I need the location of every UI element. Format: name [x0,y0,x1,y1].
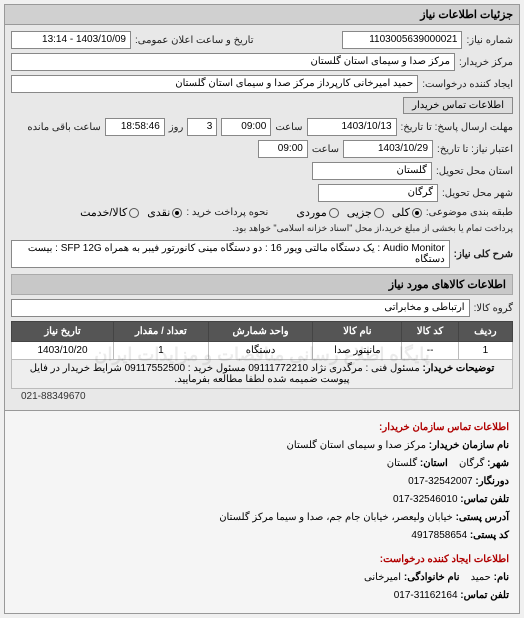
goods-section-title: اطلاعات کالاهای مورد نیاز [11,274,513,295]
label-goods-group: گروه کالا: [474,303,513,314]
field-buyer-center: مرکز صدا و سیمای استان گلستان [11,53,455,71]
field-summary: Audio Monitor : یک دستگاه مالتی ویور 16 … [11,240,450,268]
form-body: شماره نیاز: 1103005639000021 تاریخ و ساع… [5,25,519,410]
goods-table: ردیف کد کالا نام کالا واحد شمارش تعداد /… [11,321,513,389]
th-3: واحد شمارش [208,322,313,342]
contact-button[interactable]: اطلاعات تماس خریدار [403,97,513,114]
radio-pack-2[interactable]: موردی [296,206,338,219]
details-panel: جزئیات اطلاعات نیاز شماره نیاز: 11030056… [4,4,520,614]
lbl-family: نام خانوادگی: [404,572,460,583]
label-buyer-note: توضیحات خریدار: [422,363,494,374]
val-name: حمید [471,572,491,583]
radio-pay-1[interactable]: کالا/خدمت [80,206,139,219]
label-summary: شرح کلی نیاز: [454,249,513,260]
label-validity: اعتبار نیاز: تا تاریخ: [437,144,513,155]
th-2: نام کالا [313,322,402,342]
field-req-no: 1103005639000021 [342,31,462,49]
buyer-note-cell: توضیحات خریدار: مسئول فنی : مرگدری نژاد … [12,360,513,389]
val-address: خیابان ولیعصر، خیابان جام جم، صدا و سیما… [219,512,453,523]
radio-icon [329,208,339,218]
td-0: 1 [458,342,512,360]
lbl-postcode: کد پستی: [470,530,509,541]
label-deadline-time: ساعت [275,122,302,133]
lbl-phone: تلفن تماس: [460,494,509,505]
label-deliver-province: استان محل تحویل: [436,166,513,177]
label-day: روز [169,122,184,133]
label-pay-type: نحوه پرداخت خرید : [186,207,268,218]
val-postcode: 4917858654 [411,530,467,541]
label-remaining: ساعت باقی مانده [27,122,100,133]
radio-pay-0[interactable]: نقدی [147,206,182,219]
label-deadline: مهلت ارسال پاسخ: تا تاریخ: [401,122,513,133]
field-province: گلستان [312,162,432,180]
table-row: 1 -- مانیتور صدا دستگاه 1 1403/10/20 [12,342,513,360]
radio-pack-1[interactable]: جزیی [347,206,384,219]
field-req-creator: حمید امیرخانی کارپرداز مرکز صدا و سیمای … [11,75,418,93]
panel-title: جزئیات اطلاعات نیاز [5,5,519,25]
label-deliver-city: شهر محل تحویل: [442,188,513,199]
field-deadline-time: 09:00 [221,118,271,136]
field-deadline-date: 1403/10/13 [307,118,397,136]
val-org-name: مرکز صدا و سیمای استان گلستان [287,440,426,451]
radio-pack-0[interactable]: کلی [392,206,422,219]
td-4: 1 [114,342,209,360]
footer-phone: 021-88349670 [11,389,513,404]
label-validity-time: ساعت [312,144,339,155]
lbl-phone2: تلفن تماس: [460,590,509,601]
label-pack-type: طبقه بندی موضوعی: [426,207,513,218]
val-province2: گلستان [387,458,417,469]
td-5: 1403/10/20 [12,342,114,360]
field-city: گرگان [318,184,438,202]
th-0: ردیف [458,322,512,342]
val-phone2: 31162164-017 [394,590,458,601]
val-phone: 32546010-017 [393,494,458,505]
buyer-note-text: مسئول فنی : مرگدری نژاد 09111772210 مسئو… [30,363,420,385]
th-5: تاریخ نیاز [12,322,114,342]
lbl-name: نام: [494,572,509,583]
label-buyer-center: مرکز خریدار: [459,57,513,68]
val-family: امیرخانی [364,572,401,583]
label-req-creator: ایجاد کننده درخواست: [422,79,513,90]
creator-header: اطلاعات ایجاد کننده درخواست: [15,551,509,569]
pay-radio-group: نقدی کالا/خدمت [80,206,182,219]
radio-icon [374,208,384,218]
lbl-province2: استان: [420,458,448,469]
field-validity-time: 09:00 [258,140,308,158]
field-validity-date: 1403/10/29 [343,140,433,158]
radio-icon [129,208,139,218]
lbl-fax: دورنگار: [475,476,509,487]
td-1: -- [402,342,458,360]
td-3: دستگاه [208,342,313,360]
pack-radio-group: کلی جزیی موردی [296,206,422,219]
field-deadline-day: 3 [187,118,217,136]
pay-note: پرداخت تمام یا بخشی از مبلغ خرید،از محل … [233,223,513,234]
val-fax: 32542007-017 [408,476,473,487]
field-announce-dt: 1403/10/09 - 13:14 [11,31,131,49]
td-2: مانیتور صدا [313,342,402,360]
contact-block: اطلاعات تماس سازمان خریدار: نام سازمان خ… [5,410,519,613]
label-req-no: شماره نیاز: [466,35,513,46]
contact-header: اطلاعات تماس سازمان خریدار: [15,419,509,437]
label-announce-dt: تاریخ و ساعت اعلان عمومی: [135,35,254,46]
val-city2: گرگان [459,458,484,469]
radio-icon [172,208,182,218]
lbl-org-name: نام سازمان خریدار: [429,440,509,451]
th-4: تعداد / مقدار [114,322,209,342]
lbl-address: آدرس پستی: [456,512,509,523]
field-goods-group: ارتباطی و مخابراتی [11,299,470,317]
buyer-note-row: توضیحات خریدار: مسئول فنی : مرگدری نژاد … [12,360,513,389]
radio-icon [412,208,422,218]
lbl-city2: شهر: [487,458,509,469]
table-header-row: ردیف کد کالا نام کالا واحد شمارش تعداد /… [12,322,513,342]
field-remaining: 18:58:46 [105,118,165,136]
th-1: کد کالا [402,322,458,342]
